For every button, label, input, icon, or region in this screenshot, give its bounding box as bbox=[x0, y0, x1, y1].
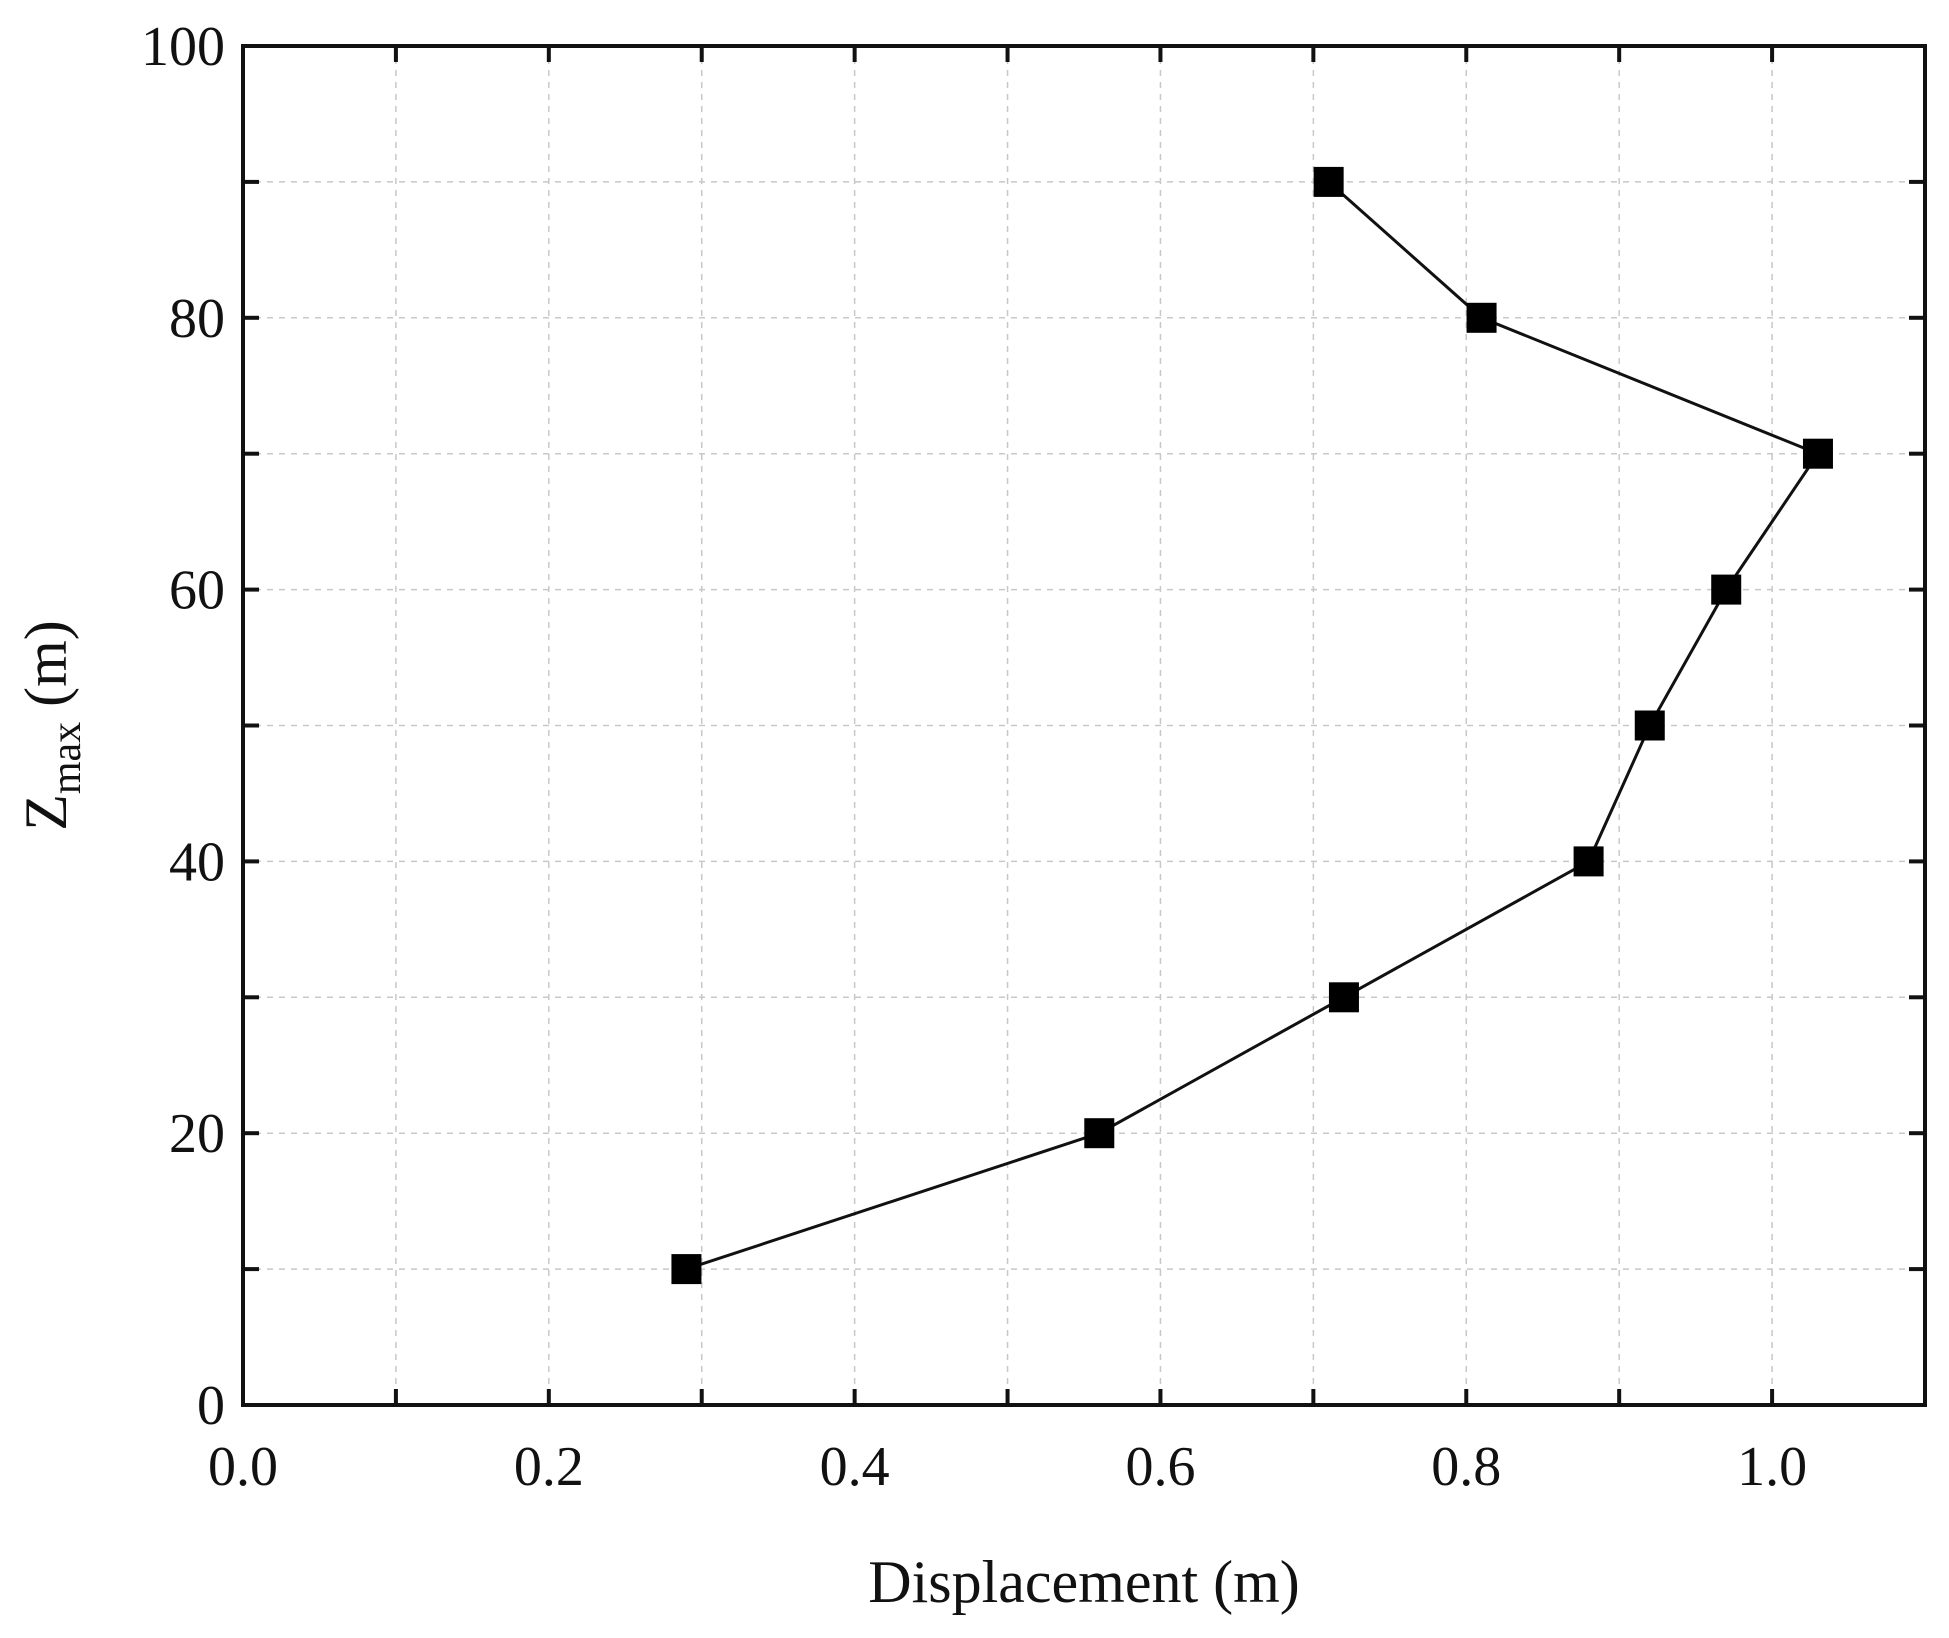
y-tick-label: 20 bbox=[169, 1103, 225, 1165]
data-point-marker bbox=[1802, 438, 1833, 469]
data-point-marker bbox=[1711, 574, 1742, 605]
data-point-marker bbox=[1466, 302, 1497, 333]
y-tick-label: 60 bbox=[169, 560, 225, 622]
x-tick-label: 0.8 bbox=[1431, 1436, 1501, 1498]
y-tick-label: 100 bbox=[141, 16, 225, 78]
x-tick-label: 0.0 bbox=[208, 1436, 278, 1498]
x-tick-label: 0.6 bbox=[1125, 1436, 1195, 1498]
data-point-marker bbox=[1573, 846, 1604, 877]
data-point-marker bbox=[1084, 1118, 1115, 1149]
x-tick-label: 1.0 bbox=[1737, 1436, 1807, 1498]
y-axis-title-subscript: max bbox=[44, 722, 90, 794]
plot-frame bbox=[241, 44, 1927, 1407]
y-axis-title-unit: (m) bbox=[13, 620, 79, 722]
series-layer bbox=[671, 166, 1833, 1285]
data-point-marker bbox=[1313, 166, 1344, 197]
x-tick-label: 0.4 bbox=[820, 1436, 890, 1498]
x-axis-title: Displacement (m) bbox=[868, 1549, 1300, 1615]
grid-layer bbox=[243, 46, 1925, 1405]
y-axis-title: Zmax (m) bbox=[13, 620, 90, 831]
y-tick-label: 0 bbox=[197, 1375, 225, 1437]
y-tick-labels: 0 20 40 60 80 100 bbox=[141, 16, 225, 1437]
data-point-marker bbox=[671, 1254, 702, 1285]
data-point-marker bbox=[1328, 982, 1359, 1013]
x-tick-label: 0.2 bbox=[514, 1436, 584, 1498]
y-tick-label: 80 bbox=[169, 288, 225, 350]
data-point-marker bbox=[1634, 710, 1665, 741]
x-tick-labels: 0.0 0.2 0.4 0.6 0.8 1.0 bbox=[208, 1436, 1807, 1498]
y-tick-label: 40 bbox=[169, 831, 225, 893]
y-axis-title-main: Z bbox=[13, 794, 79, 831]
